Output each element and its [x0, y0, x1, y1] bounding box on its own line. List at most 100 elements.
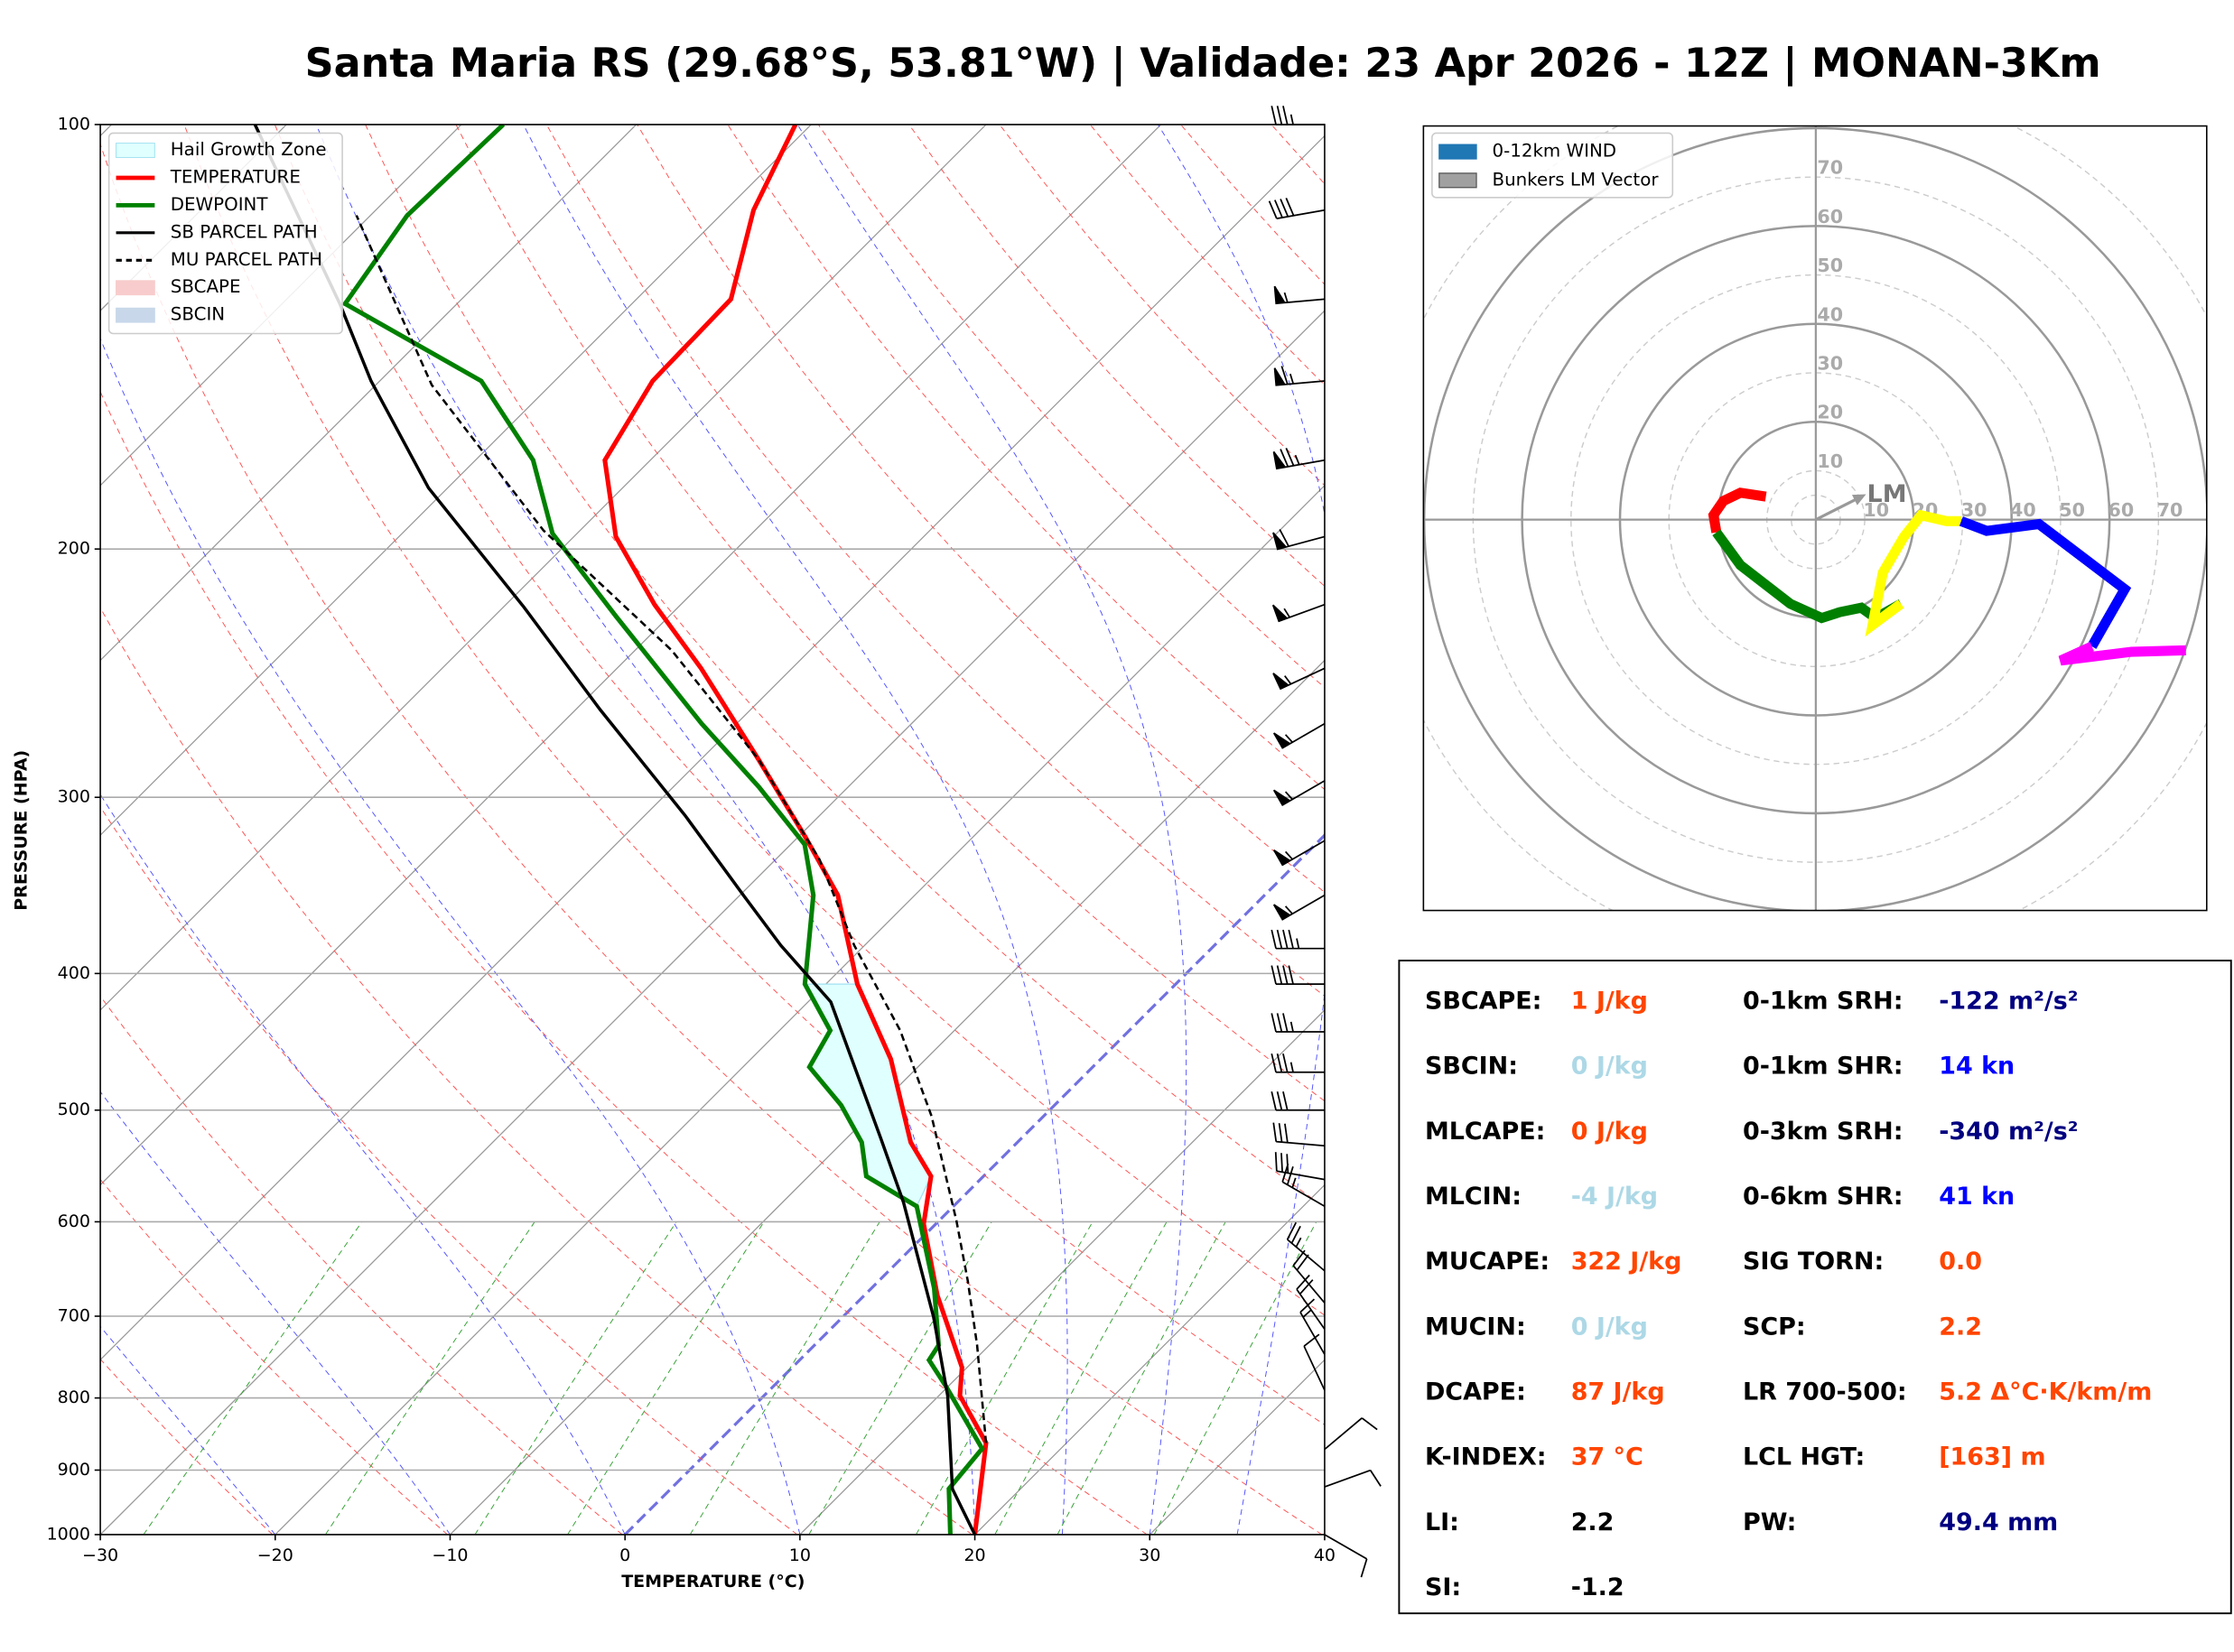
index-value: 322 J/kg [1571, 1248, 1682, 1276]
legend-label: 0-12km WIND [1492, 141, 1616, 162]
y-tick-label: 700 [58, 1306, 90, 1326]
hodo-ring-label: 30 [1817, 352, 1843, 374]
isotherm [100, 124, 812, 837]
index-value: 87 J/kg [1571, 1378, 1665, 1406]
dry-adiabat [183, 124, 1325, 1425]
y-tick-label: 1000 [47, 1524, 90, 1544]
mixing-ratio-line [143, 1221, 363, 1535]
wind-barb [1272, 722, 1326, 749]
wind-barb [1271, 603, 1326, 623]
dry-adiabat [100, 995, 623, 1535]
moist-adiabat [100, 1091, 451, 1535]
index-label: 0-1km SHR: [1743, 1053, 1903, 1081]
lm-vector [1815, 497, 1859, 522]
moist-adiabat [1157, 124, 1325, 1535]
legend-swatch [116, 280, 155, 296]
isotherm [100, 135, 1325, 1361]
y-tick-label: 200 [58, 539, 90, 559]
index-value: 0 J/kg [1571, 1313, 1648, 1341]
mixing-ratio-line [808, 1221, 992, 1535]
wind-barb [1271, 1091, 1325, 1111]
wind-barb [1268, 198, 1326, 219]
index-value: 2.2 [1939, 1313, 1982, 1341]
index-value: -340 m²/s² [1939, 1118, 2078, 1146]
hodo-ring-label: 50 [2059, 499, 2085, 521]
index-label: SI: [1425, 1573, 1461, 1601]
hodo-trace [2058, 642, 2186, 666]
hodo-trace [1865, 509, 1961, 637]
x-tick-label: 10 [789, 1545, 811, 1565]
isotherm [974, 1183, 1325, 1535]
index-label: LI: [1425, 1508, 1459, 1536]
wind-barb [1286, 1221, 1326, 1272]
chart-title: Santa Maria RS (29.68°S, 53.81°W) | Vali… [305, 41, 2101, 87]
isotherm [450, 659, 1325, 1535]
legend-label: Hail Growth Zone [171, 139, 327, 160]
index-label: 0-6km SHR: [1743, 1183, 1903, 1211]
mixing-ratio-line [994, 1221, 1168, 1535]
wind-barb [1271, 965, 1325, 986]
index-label: 0-3km SRH: [1743, 1118, 1903, 1146]
y-tick-label: 400 [58, 963, 90, 983]
y-tick-label: 500 [58, 1100, 90, 1119]
dry-adiabat [365, 124, 1325, 1209]
mixing-ratio-line [567, 1221, 765, 1535]
isotherm [100, 124, 287, 312]
lm-arrowhead [1851, 494, 1866, 506]
index-label: MUCAPE: [1425, 1248, 1550, 1276]
skewt-plot [100, 124, 1325, 1535]
legend-swatch [1438, 144, 1477, 160]
y-tick-label: 900 [58, 1460, 90, 1480]
isotherm [100, 124, 462, 487]
wind-barb [1271, 1053, 1325, 1073]
index-label: SBCAPE: [1425, 988, 1541, 1016]
mixing-ratio-line [689, 1221, 880, 1535]
legend-label: MU PARCEL PATH [171, 249, 322, 270]
wind-barb [1324, 1417, 1378, 1451]
index-label: K-INDEX: [1425, 1443, 1547, 1471]
index-value: 0 J/kg [1571, 1053, 1648, 1081]
hodograph-overlay: 0-12km WIND Bunkers LM Vector [1422, 125, 2208, 912]
mixing-ratio-line [324, 1221, 535, 1535]
hodo-ring-label: 20 [1817, 402, 1843, 423]
moist-adiabat [100, 337, 801, 1535]
index-label: LCL HGT: [1743, 1443, 1865, 1471]
x-tick-label: 40 [1314, 1545, 1336, 1565]
index-label: 0-1km SRH: [1743, 988, 1903, 1016]
moist-adiabat [796, 124, 1187, 1535]
index-value: 1 J/kg [1571, 988, 1648, 1016]
hodo-frame [1422, 125, 2208, 912]
dry-adiabat [100, 607, 973, 1535]
x-tick-label: −30 [82, 1545, 118, 1565]
x-tick-label: 20 [963, 1545, 985, 1565]
index-value: 5.2 Δ°C·K/km/m [1939, 1378, 2152, 1406]
index-value: 49.4 mm [1939, 1508, 2058, 1536]
hodo-ring-label: 30 [1961, 499, 1987, 521]
wind-barb [1273, 285, 1326, 305]
hodo-ring-label: 40 [1817, 303, 1843, 325]
moist-adiabat [100, 794, 626, 1535]
wind-barb [1272, 529, 1326, 551]
legend-box [107, 132, 343, 335]
hodo-ring-label: 60 [1817, 206, 1843, 227]
lm-label: LM [1867, 480, 1907, 508]
freezing-isotherm [624, 832, 1325, 1535]
index-label: SIG TORN: [1743, 1248, 1884, 1276]
profile-line [355, 215, 988, 1443]
wind-barb [1271, 106, 1325, 125]
wind-barb [1273, 366, 1326, 386]
index-value: -4 J/kg [1571, 1183, 1658, 1211]
index-label: SBCIN: [1425, 1053, 1518, 1081]
hodo-trace [1708, 487, 1767, 534]
index-value: 41 kn [1939, 1183, 2015, 1211]
y-tick-label: 800 [58, 1387, 90, 1407]
y-tick-label: 600 [58, 1211, 90, 1231]
index-label: MUCIN: [1425, 1313, 1526, 1341]
hodo-ring-label: 60 [2108, 499, 2134, 521]
isotherm [100, 124, 1162, 1186]
wind-barb [1281, 1163, 1326, 1208]
